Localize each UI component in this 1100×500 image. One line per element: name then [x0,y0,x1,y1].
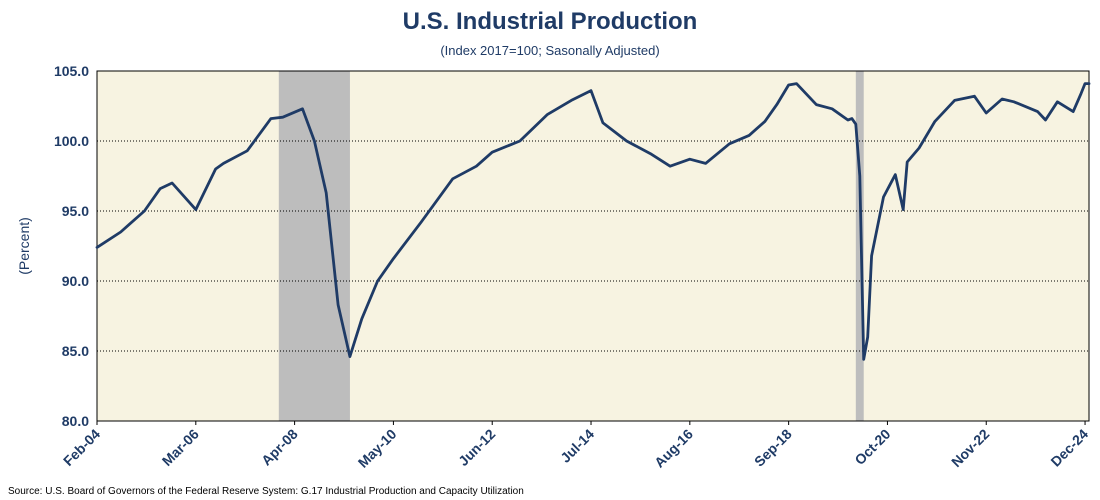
x-tick-label: Jul-14 [557,426,597,466]
source-note: Source: U.S. Board of Governors of the F… [8,486,524,497]
series-line-1 [95,82,1091,361]
x-tick-label: Feb-04 [60,426,103,469]
x-tick-label: Apr-08 [258,426,301,469]
x-tick-label: Sep-18 [751,426,795,470]
y-tick-label: 105.0 [54,63,89,79]
plot-background [97,71,1089,421]
x-tick-label: Nov-22 [948,426,992,470]
y-tick-label: 80.0 [62,413,89,429]
chart-subtitle: (Index 2017=100; Sasonally Adjusted) [440,43,659,58]
x-tick-label: May-10 [355,426,400,471]
plot-area: 80.0 85.0 90.0 95.0 100.0 105.0 Feb-04 Mar-06 Ap… [54,63,1091,471]
y-tick-label: 90.0 [62,273,89,289]
x-tick-label: Dec-24 [1047,426,1091,470]
x-tick-label: Aug-16 [651,426,696,471]
y-tick-label: 100.0 [54,133,89,149]
y-tick-label: 85.0 [62,343,89,359]
x-tick-label: Jun-12 [455,426,498,469]
y-axis-label: (Percent) [16,217,32,275]
chart-title: U.S. Industrial Production [403,8,698,35]
recession-band-1 [278,71,350,421]
x-tick-label: Oct-20 [851,426,893,468]
recession-band-2 [855,71,864,421]
x-tick-label: Mar-06 [159,426,202,469]
y-tick-label: 95.0 [62,203,89,219]
